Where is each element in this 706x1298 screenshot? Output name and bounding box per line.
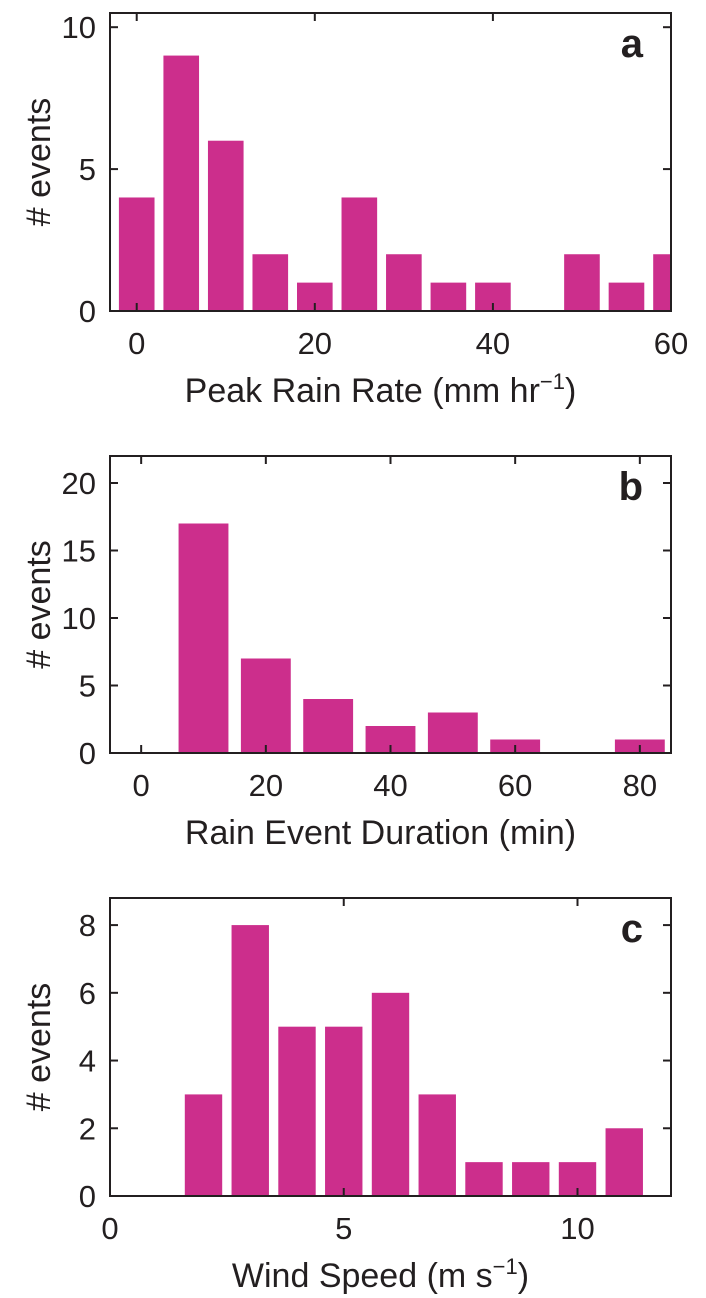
ticks-c: 0 5 10 0 2 4 6 8 [79,898,671,1246]
bar [564,254,600,311]
bar [341,197,378,311]
axes-frame-a [109,12,672,312]
x-axis-label-c-main: Wind Speed (m s [232,1257,493,1295]
x-axis-label-b-main: Rain Event Duration (min) [185,814,576,852]
y-tick-label: 10 [62,10,96,45]
bar [184,1094,223,1196]
bar [427,712,478,753]
bar [418,1094,456,1196]
bar [252,254,289,311]
y-axis-label-a: # events [20,98,58,227]
bar [512,1162,550,1196]
x-tick-label: 5 [335,1211,352,1246]
ticks-a: 0 20 40 60 0 5 10 [62,10,689,361]
y-tick-label: 6 [79,976,96,1011]
x-axis-label-a-tail: ) [565,372,576,410]
x-axis-label-c: Wind Speed (m s−1) [232,1254,529,1295]
bars-a [118,55,671,311]
bar [465,1162,503,1196]
y-tick-label: 5 [79,669,96,704]
bar [231,925,269,1196]
ticks-b: 0 20 40 60 80 0 5 10 15 20 [62,456,671,803]
x-tick-label: 80 [623,768,657,803]
bar [386,254,422,311]
bars-c [184,925,643,1196]
x-tick-label: 10 [560,1211,594,1246]
bar [371,992,410,1196]
y-tick-label: 0 [79,294,96,329]
bar [118,197,155,311]
x-tick-label: 0 [133,768,150,803]
y-axis-label-b: # events [20,540,58,669]
bar [605,1128,643,1196]
y-tick-label: 4 [79,1044,96,1079]
y-tick-label: 0 [79,1179,96,1214]
x-tick-label: 0 [128,326,145,361]
panel-label-c: c [621,907,643,951]
y-tick-label: 5 [79,152,96,187]
x-axis-label-a-sup: −1 [540,369,565,394]
x-tick-label: 60 [498,768,532,803]
x-axis-label-a-main: Peak Rain Rate (mm hr [185,372,540,410]
bar [240,658,291,753]
bar [430,282,467,311]
x-axis-label-c-sup: −1 [493,1254,518,1279]
axes-frame-c [109,897,672,1197]
y-tick-label: 0 [79,736,96,771]
bar [163,55,200,311]
x-tick-label: 60 [654,326,688,361]
bar [608,282,645,311]
bar [653,254,671,311]
bar [207,140,244,311]
y-tick-label: 10 [62,601,96,636]
x-tick-label: 20 [298,326,332,361]
x-tick-label: 40 [373,768,407,803]
panel-a: 0 20 40 60 0 5 10 a # events Peak Rain Rate (m… [20,10,689,410]
y-tick-label: 15 [62,534,96,569]
panel-label-b: b [619,465,643,509]
x-axis-label-c-tail: ) [518,1257,529,1295]
x-tick-label: 0 [101,1211,118,1246]
x-axis-label-b: Rain Event Duration (min) [185,814,576,852]
x-tick-label: 40 [476,326,510,361]
panel-label-a: a [621,22,644,66]
bar [325,1026,363,1196]
y-tick-label: 20 [62,466,96,501]
bar [178,523,229,753]
bars-b [178,523,665,753]
x-tick-label: 20 [249,768,283,803]
bar [278,1026,316,1196]
y-axis-label-c: # events [20,983,58,1112]
y-tick-label: 8 [79,908,96,943]
bar [303,699,354,753]
panel-c: 0 5 10 0 2 4 6 8 c # events Wind Speed (m s−1) [20,897,672,1295]
y-tick-label: 2 [79,1111,96,1146]
x-axis-label-a: Peak Rain Rate (mm hr−1) [185,369,577,410]
panel-b: 0 20 40 60 80 0 5 10 15 20 b # events Rain Event … [20,455,672,852]
